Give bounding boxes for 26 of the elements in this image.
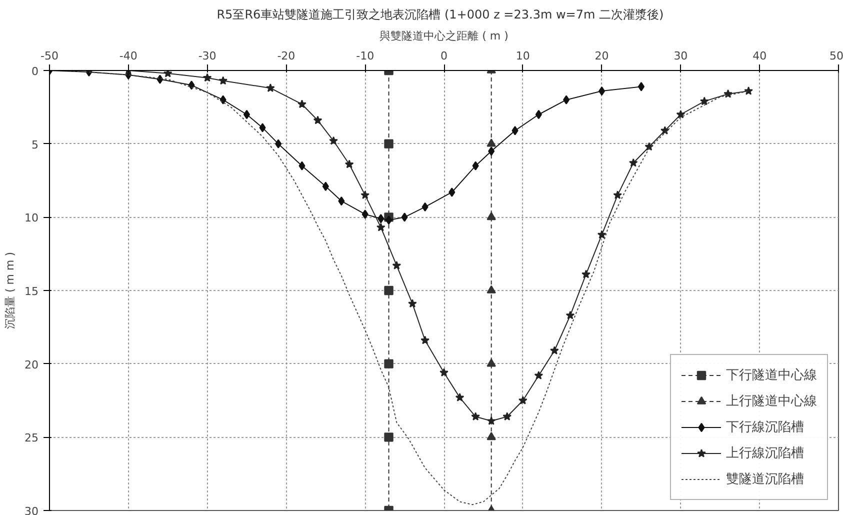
y-tick-label: 10 [24, 212, 39, 225]
legend-label: 下行線沉陷槽 [726, 419, 804, 436]
y-tick-label: 25 [24, 432, 39, 445]
x-tick-label: 50 [830, 50, 843, 62]
x-tick-label: 30 [674, 50, 688, 62]
x-tick-label: 20 [594, 50, 609, 62]
legend-label: 上行隧道中心線 [726, 393, 817, 410]
x-tick-label: 40 [752, 50, 767, 62]
x-tick-label: 10 [516, 50, 530, 62]
x-tick-label: -20 [277, 50, 296, 62]
legend-label: 下行隧道中心線 [726, 367, 817, 384]
legend-label: 雙隧道沉陷槽 [726, 471, 804, 488]
y-axis-title: 沉陷量 ( m m ) [4, 252, 17, 329]
x-tick-label: 0 [440, 50, 448, 62]
x-tick-label: -10 [356, 50, 374, 62]
x-tick-label: -50 [40, 50, 58, 62]
y-tick-label: 15 [24, 285, 39, 298]
legend-label: 上行線沉陷槽 [726, 445, 804, 462]
y-tick-label: 5 [32, 138, 38, 152]
y-tick-label: 30 [24, 505, 39, 515]
x-tick-label: -40 [119, 50, 138, 62]
chart-title: R5至R6車站雙隧道施工引致之地表沉陷槽 (1+000 z =23.3m w=7m 二次灌漿後) [216, 8, 664, 22]
x-tick-label: -30 [198, 50, 216, 62]
y-tick-label: 20 [24, 358, 39, 372]
y-tick-label: 0 [32, 65, 38, 78]
x-axis-title: 與雙隧道中心之距離 ( m ) [380, 30, 508, 42]
